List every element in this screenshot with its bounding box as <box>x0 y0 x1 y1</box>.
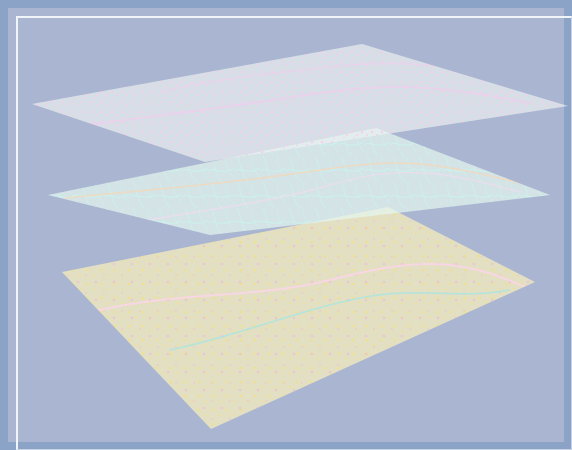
map-layer-bottom <box>62 207 535 429</box>
